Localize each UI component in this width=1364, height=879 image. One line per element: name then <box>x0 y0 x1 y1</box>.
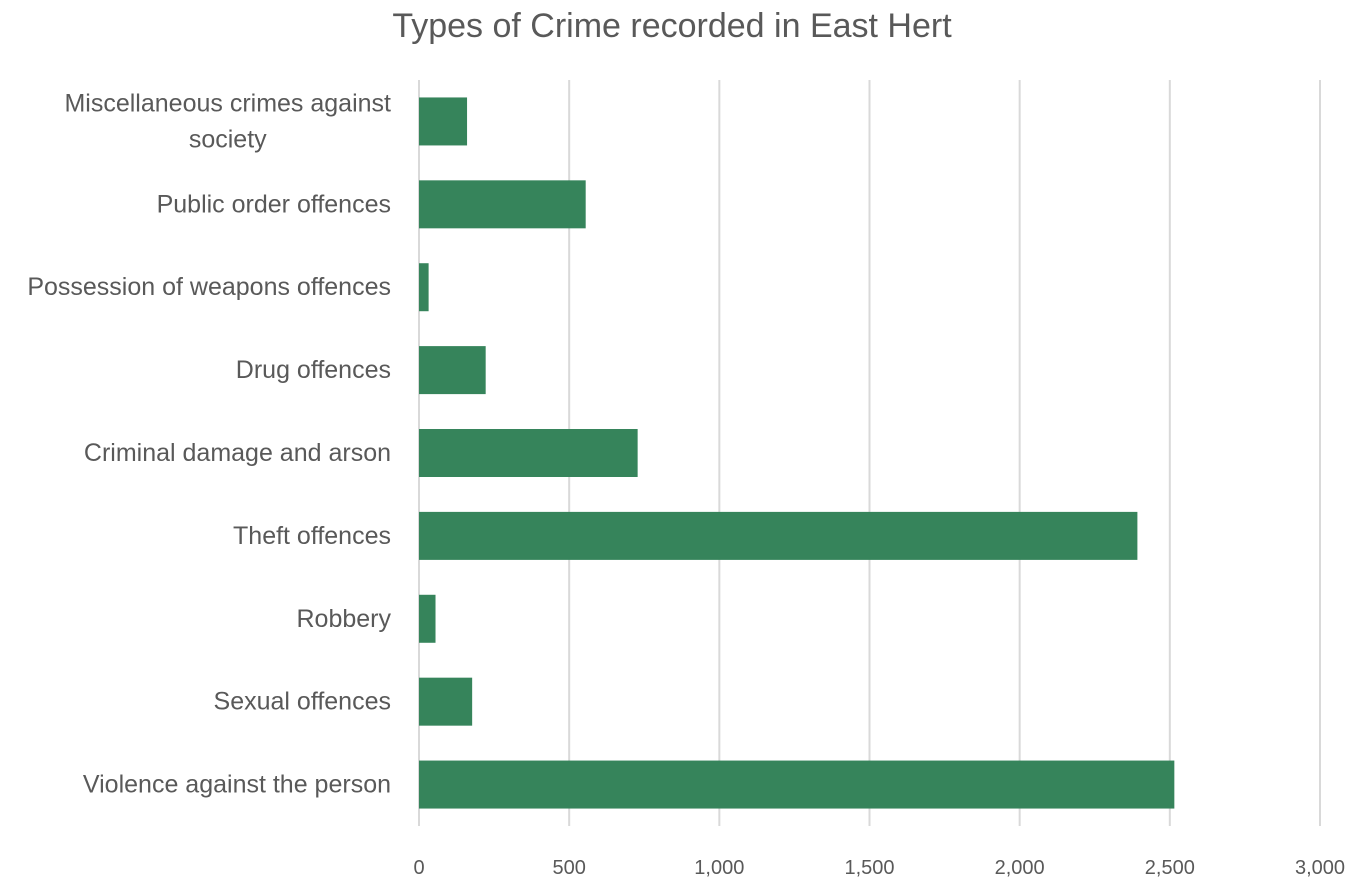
x-tick-label: 0 <box>413 857 424 879</box>
bar <box>419 263 429 312</box>
category-label: Sexual offences <box>214 688 391 716</box>
x-tick-label: 1,000 <box>694 857 744 879</box>
bar <box>419 97 468 146</box>
category-label: Violence against the person <box>83 771 391 799</box>
category-label: Robbery <box>297 605 392 633</box>
x-tick-label: 2,000 <box>995 857 1045 879</box>
x-tick-label: 1,500 <box>844 857 894 879</box>
x-tick-label: 3,000 <box>1295 857 1345 879</box>
category-label: Public order offences <box>157 190 391 218</box>
x-tick-labels: 0 500 1,000 1,500 2,000 2,500 3,000 <box>413 857 1345 879</box>
category-labels: Miscellaneous crimes against society Publi… <box>27 89 391 798</box>
bar <box>419 594 436 643</box>
bar <box>419 511 1138 560</box>
bar <box>419 760 1175 809</box>
bars <box>419 97 1175 809</box>
category-label: Possession of weapons offences <box>27 273 391 301</box>
category-label: Drug offences <box>236 356 391 384</box>
category-label: Criminal damage and arson <box>84 439 391 467</box>
x-tick-label: 500 <box>552 857 585 879</box>
x-tick-label: 2,500 <box>1145 857 1195 879</box>
bar <box>419 346 486 395</box>
bar <box>419 429 638 477</box>
bar <box>419 180 586 229</box>
category-label: Miscellaneous crimes against society <box>64 89 391 153</box>
chart-title: Types of Crime recorded in East Hert <box>392 7 952 45</box>
bar <box>419 677 473 726</box>
category-label: Theft offences <box>233 522 391 550</box>
